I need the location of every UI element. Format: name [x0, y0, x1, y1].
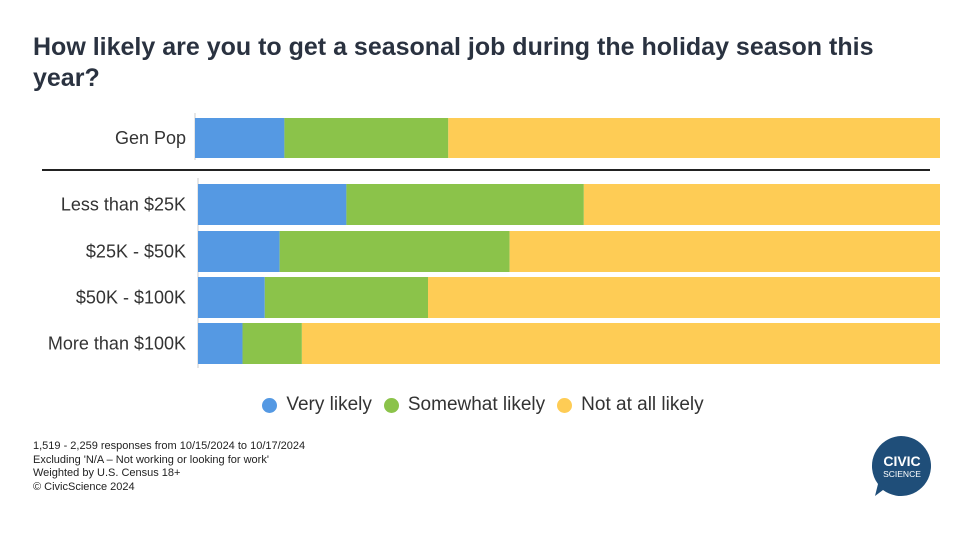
chart-title: How likely are you to get a seasonal job…: [33, 33, 874, 92]
category-label: $50K - $100K: [76, 288, 186, 308]
legend-label: Very likely: [286, 394, 372, 415]
footnote-copyright: © CivicScience 2024: [33, 480, 135, 493]
footnote-exclusion: Excluding 'N/A – Not working or looking …: [33, 453, 269, 466]
bar-segment-not-at-all-likely: [428, 277, 940, 318]
bar-segment-very-likely: [198, 184, 347, 225]
bar-segment-somewhat-likely: [284, 118, 449, 158]
legend-swatch: [262, 397, 278, 413]
bar-segment-not-at-all-likely: [583, 184, 940, 225]
logo-badge: [871, 436, 931, 496]
legend-item-somewhat-likely: Somewhat likely: [383, 394, 546, 416]
category-label: $25K - $50K: [86, 242, 186, 262]
bar-segment-somewhat-likely: [242, 323, 302, 364]
bar-segment-not-at-all-likely: [509, 231, 940, 272]
category-label: Less than $25K: [61, 195, 186, 215]
category-label: Gen Pop: [115, 128, 186, 148]
bar-segment-not-at-all-likely: [448, 118, 940, 158]
legend-swatch: [383, 397, 399, 413]
legend-swatch: [557, 397, 573, 413]
bar-segment-very-likely: [195, 118, 285, 158]
footnote-weighting: Weighted by U.S. Census 18+: [33, 467, 181, 479]
logo-text-civic: CIVIC: [883, 453, 920, 469]
legend: Very likely Somewhat likely Not at all l…: [0, 394, 966, 416]
bar-segment-very-likely: [198, 277, 265, 318]
bar-segment-somewhat-likely: [346, 184, 584, 225]
civicscience-logo: CIVIC SCIENCE: [871, 436, 931, 496]
legend-label: Somewhat likely: [407, 394, 546, 415]
bar-segment-very-likely: [198, 231, 280, 272]
bar-segment-somewhat-likely: [264, 277, 429, 318]
category-label: More than $100K: [48, 334, 186, 354]
bar-segment-not-at-all-likely: [301, 323, 940, 364]
logo-text-science: SCIENCE: [883, 469, 921, 479]
legend-item-not-at-all-likely: Not at all likely: [557, 394, 704, 416]
footnote-responses: 1,519 - 2,259 responses from 10/15/2024 …: [33, 440, 306, 452]
bar-segment-somewhat-likely: [279, 231, 510, 272]
bar-segment-very-likely: [198, 323, 243, 364]
footnotes: 1,519 - 2,259 responses from 10/15/2024 …: [33, 440, 305, 494]
legend-item-very-likely: Very likely: [262, 394, 372, 416]
legend-label: Not at all likely: [581, 394, 704, 415]
